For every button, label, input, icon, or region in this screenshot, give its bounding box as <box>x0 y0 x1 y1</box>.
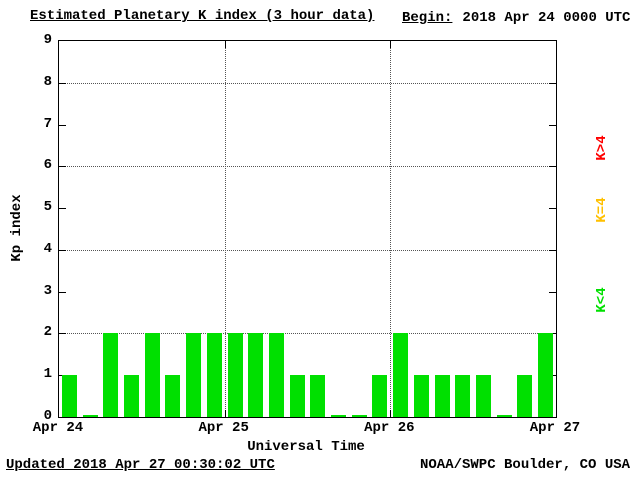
x-axis-tick <box>224 41 226 48</box>
y-axis-tick <box>549 124 556 126</box>
y-axis-tick <box>549 82 556 84</box>
legend-label: K<4 <box>594 287 610 313</box>
x-axis-tick <box>390 41 392 48</box>
v-gridline <box>390 41 392 417</box>
begin-value: 2018 Apr 24 0000 UTC <box>462 10 631 26</box>
y-tick-label: 0 <box>43 408 52 424</box>
credit-text: NOAA/SWPC Boulder, CO USA <box>420 457 631 473</box>
begin-label: Begin: <box>402 10 453 26</box>
y-tick-label: 7 <box>43 115 52 132</box>
kp-bar <box>123 375 139 417</box>
begin-block: Begin: 2018 Apr 24 0000 UTC <box>402 10 630 26</box>
y-tick-label: 4 <box>43 240 52 257</box>
chart-title: Estimated Planetary K index (3 hour data… <box>30 8 375 24</box>
kp-bar <box>310 375 326 417</box>
x-tick-label: Apr 24 <box>32 420 84 436</box>
h-gridline <box>59 249 556 251</box>
plot-area <box>58 40 557 418</box>
kp-bar <box>393 333 409 417</box>
kp-bar <box>103 333 119 417</box>
kp-bar <box>413 375 429 417</box>
y-tick-label: 5 <box>43 199 52 216</box>
y-tick-label: 3 <box>43 282 52 299</box>
y-axis-label: Kp index <box>9 194 25 262</box>
y-axis-tick <box>59 249 66 251</box>
kp-bar <box>538 333 554 417</box>
y-axis-tick <box>59 124 66 126</box>
kp-bar <box>206 333 222 417</box>
v-gridline <box>224 41 226 417</box>
x-tick-label: Apr 27 <box>529 420 581 436</box>
kp-bar <box>434 375 450 417</box>
kp-bar <box>227 333 243 417</box>
y-axis-tick <box>549 249 556 251</box>
x-axis-tick <box>390 410 392 417</box>
kp-bar <box>248 333 264 417</box>
kp-bar <box>496 415 512 417</box>
kp-bar <box>186 333 202 417</box>
kp-bar <box>61 375 77 417</box>
y-axis-tick <box>59 82 66 84</box>
h-gridline <box>59 82 556 84</box>
legend-label: K=4 <box>594 197 610 223</box>
kp-bar <box>476 375 492 417</box>
x-tick-label: Apr 25 <box>198 420 249 436</box>
kp-bar <box>82 415 98 417</box>
kp-bar <box>144 333 160 417</box>
kp-bar <box>455 375 471 417</box>
kp-bar <box>517 375 533 417</box>
kp-bar <box>331 415 347 417</box>
kp-bar <box>268 333 284 417</box>
updated-timestamp: Updated 2018 Apr 27 00:30:02 UTC <box>6 457 275 473</box>
y-axis-tick <box>549 166 556 168</box>
y-tick-label: 1 <box>43 366 52 383</box>
y-axis-tick <box>59 333 66 335</box>
y-axis-tick <box>59 166 66 168</box>
legend-label: K>4 <box>594 135 610 161</box>
x-tick-label: Apr 26 <box>364 420 415 436</box>
y-axis-tick <box>59 291 66 293</box>
kp-bar <box>165 375 181 417</box>
kp-bar <box>372 375 388 417</box>
h-gridline <box>59 333 556 335</box>
y-axis-tick <box>549 208 556 210</box>
y-axis-tick <box>549 291 556 293</box>
y-tick-label: 6 <box>43 157 52 174</box>
kp-bar <box>289 375 305 417</box>
x-axis-label: Universal Time <box>247 439 365 455</box>
y-tick-label: 2 <box>43 324 52 341</box>
kp-bar <box>351 415 367 417</box>
y-tick-label: 8 <box>43 73 52 90</box>
h-gridline <box>59 166 556 168</box>
x-axis-tick <box>224 410 226 417</box>
y-tick-label: 9 <box>43 32 52 48</box>
y-axis-tick <box>59 208 66 210</box>
